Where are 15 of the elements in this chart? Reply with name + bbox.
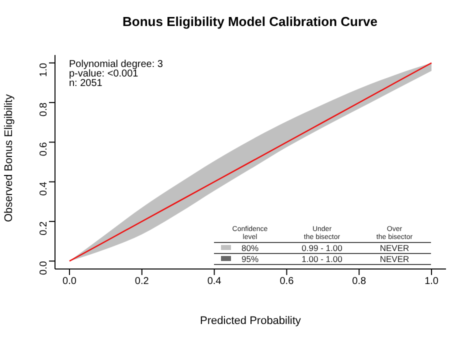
y-tick-label: 0.4 — [38, 181, 50, 196]
x-tick-label: 0.8 — [352, 276, 366, 288]
y-tick-label: 1.0 — [38, 62, 50, 77]
y-tick-label: 0.2 — [38, 221, 50, 236]
x-tick-label: 0.4 — [207, 276, 222, 288]
x-tick-label: 1.0 — [424, 276, 439, 288]
y-tick-label: 0.8 — [38, 102, 50, 116]
y-tick-label: 0.0 — [38, 260, 50, 275]
x-tick-label: 0.2 — [134, 276, 150, 288]
x-tick-label: 0.0 — [62, 276, 77, 288]
chart-title: Bonus Eligibility Model Calibration Curve — [122, 14, 378, 29]
x-axis-title: Predicted Probability — [200, 315, 302, 327]
x-tick-label: 0.6 — [280, 276, 294, 288]
y-tick-label: 0.6 — [38, 142, 50, 156]
y-axis-title: Observed Bonus Eligibility — [2, 94, 15, 222]
